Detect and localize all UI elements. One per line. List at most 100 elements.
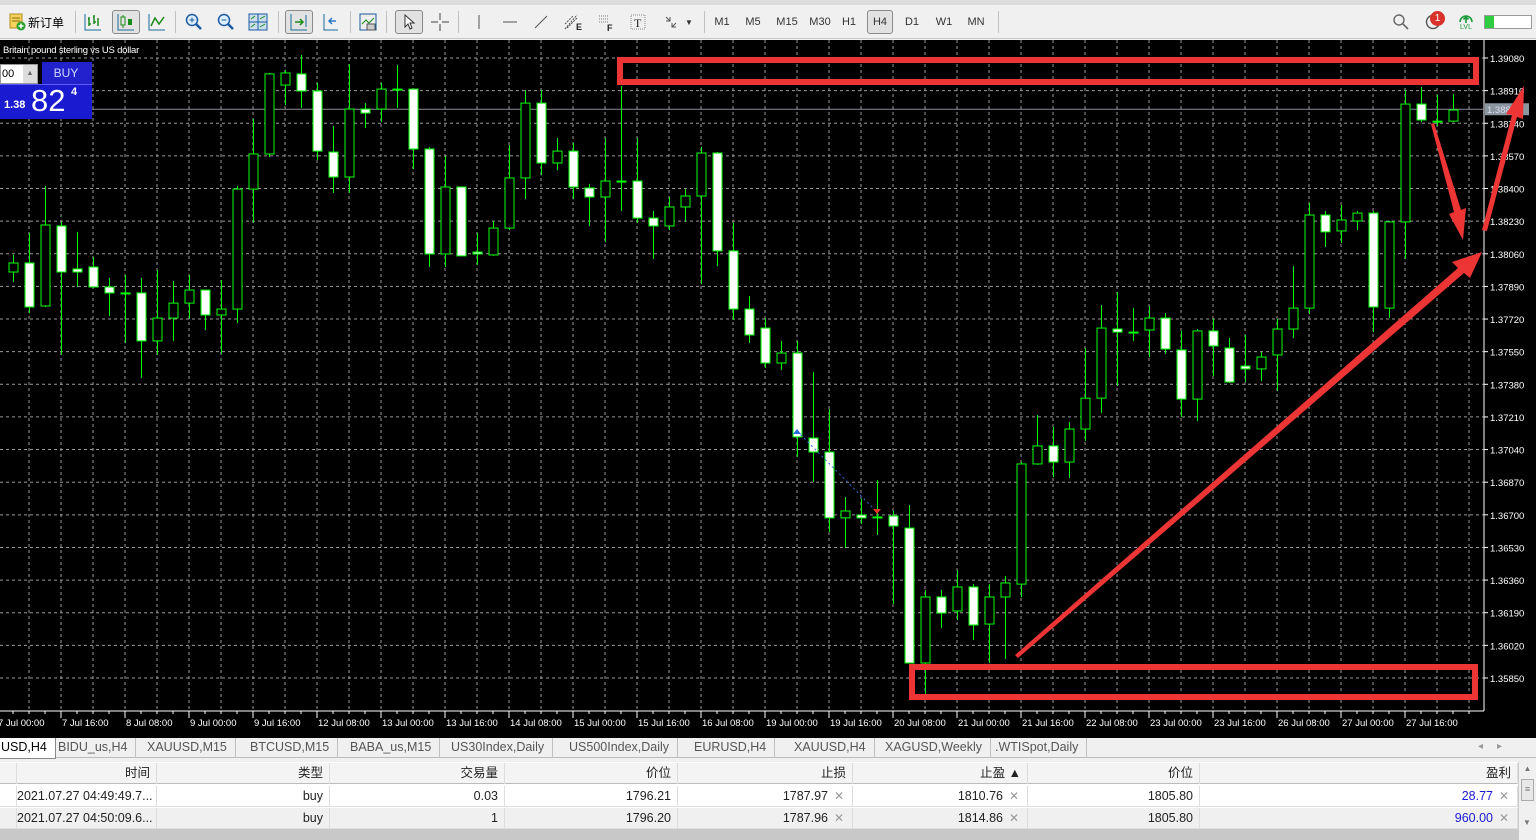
chart-tab[interactable]: BTCUSD,M15 xyxy=(242,738,339,758)
candle-bullish[interactable] xyxy=(776,352,787,364)
cursor-button[interactable] xyxy=(395,10,423,34)
candle-bullish[interactable] xyxy=(1016,463,1027,585)
candle-bearish[interactable] xyxy=(424,148,435,255)
timeframe-mn[interactable]: MN xyxy=(967,16,985,28)
candle-bullish[interactable] xyxy=(8,262,19,273)
timeframe-h1[interactable]: H1 xyxy=(841,16,857,28)
column-header[interactable]: 价位 xyxy=(505,763,678,784)
candle-bearish[interactable] xyxy=(808,437,819,453)
chevron-right-icon[interactable]: ▸ xyxy=(1496,741,1516,752)
candle-bearish[interactable] xyxy=(472,251,483,255)
timeframe-d1[interactable]: D1 xyxy=(904,16,920,28)
candle-bullish[interactable] xyxy=(1096,327,1107,399)
column-header[interactable]: 止盈 ▲ xyxy=(853,763,1028,784)
candle-bearish[interactable] xyxy=(968,586,979,626)
candle-bullish[interactable] xyxy=(696,152,707,197)
candle-bearish[interactable] xyxy=(744,308,755,336)
candle-bullish[interactable] xyxy=(1400,103,1411,223)
candlestick-chart[interactable]: 1.390801.389101.387401.385701.384001.382… xyxy=(0,40,1536,738)
remove-icon[interactable]: ✕ xyxy=(1498,789,1509,803)
remove-icon[interactable]: ✕ xyxy=(1008,811,1019,825)
candle-bullish[interactable] xyxy=(344,108,355,178)
arrows-dropdown-button[interactable]: ▼ xyxy=(657,10,697,34)
candle-bearish[interactable] xyxy=(936,596,947,614)
table-scrollbar[interactable]: ▲ ≡ ▼ xyxy=(1518,762,1536,840)
candle-bullish[interactable] xyxy=(552,150,563,164)
timeframe-m30[interactable]: M30 xyxy=(809,16,831,28)
candle-bullish[interactable] xyxy=(680,195,691,208)
price-chart[interactable]: 1.39080 1.38910 1.38740 1.38570 1.38400 1.382… xyxy=(0,40,1536,738)
candle-bearish[interactable] xyxy=(360,108,371,114)
candle-bullish[interactable] xyxy=(1256,356,1267,370)
candle-bullish[interactable] xyxy=(1448,109,1459,122)
timeframe-h4[interactable]: H4 xyxy=(867,10,893,34)
candle-bullish[interactable] xyxy=(1272,328,1283,356)
chart-tab[interactable]: BIDU_us,H4 xyxy=(50,738,137,758)
column-header[interactable]: 价位 xyxy=(1028,763,1200,784)
candle-bullish[interactable] xyxy=(872,516,883,519)
buy-price-button[interactable]: 1.38 82 4 xyxy=(0,83,92,119)
candle-bullish[interactable] xyxy=(152,317,163,342)
candle-bullish[interactable] xyxy=(120,292,131,295)
signal-level-button[interactable]: LVL xyxy=(1455,10,1477,34)
candle-bullish[interactable] xyxy=(184,289,195,304)
candle-bearish[interactable] xyxy=(792,352,803,438)
text-label-button[interactable]: T xyxy=(626,10,650,34)
remove-icon[interactable]: ✕ xyxy=(833,811,844,825)
candle-bullish[interactable] xyxy=(520,102,531,179)
timeframe-m5[interactable]: M5 xyxy=(745,16,761,28)
candle-bearish[interactable] xyxy=(760,327,771,364)
chart-tab[interactable]: BABA_us,M15 xyxy=(342,738,441,758)
search-button[interactable] xyxy=(1390,10,1412,34)
chart-tab[interactable]: XAGUSD,Weekly xyxy=(877,738,992,758)
candle-bullish[interactable] xyxy=(216,308,227,316)
chevron-left-icon[interactable]: ◂ xyxy=(1477,741,1497,752)
tab-scroll-arrows[interactable]: ◂▸ xyxy=(1478,738,1516,756)
candle-bullish[interactable] xyxy=(40,224,51,307)
table-row[interactable]: 2021.07.27 04:50:09.6... buy 1 1796.20 1787.… xyxy=(0,808,1518,829)
candle-bullish[interactable] xyxy=(952,586,963,612)
remove-icon[interactable]: ✕ xyxy=(1008,789,1019,803)
candle-bullish[interactable] xyxy=(392,88,403,91)
candle-bullish[interactable] xyxy=(1352,212,1363,222)
candle-bullish[interactable] xyxy=(1000,582,1011,598)
line-chart-button[interactable] xyxy=(145,10,169,34)
candle-bullish[interactable] xyxy=(280,72,291,86)
chart-tab[interactable]: US500Index,Daily xyxy=(561,738,679,758)
candle-bullish[interactable] xyxy=(840,510,851,519)
auto-scroll-button[interactable] xyxy=(285,10,313,34)
candle-bullish[interactable] xyxy=(1128,331,1139,334)
candle-bullish[interactable] xyxy=(600,180,611,198)
candle-bearish[interactable] xyxy=(1368,212,1379,308)
candle-bearish[interactable] xyxy=(1048,445,1059,463)
candle-bullish[interactable] xyxy=(616,180,627,183)
candle-bearish[interactable] xyxy=(856,514,867,519)
trendline-button[interactable] xyxy=(530,10,552,34)
candle-bearish[interactable] xyxy=(1176,349,1187,400)
candle-bullish[interactable] xyxy=(232,188,243,310)
candle-bullish[interactable] xyxy=(1064,428,1075,463)
candle-bearish[interactable] xyxy=(328,151,339,178)
close-arrow-icon[interactable] xyxy=(873,509,881,514)
candle-bearish[interactable] xyxy=(456,186,467,257)
candle-bearish[interactable] xyxy=(904,527,915,664)
chart-tab[interactable]: USD,H4 xyxy=(0,738,56,759)
candle-bearish[interactable] xyxy=(56,225,67,273)
chart-tab[interactable]: US30Index,Daily xyxy=(443,738,554,758)
candle-bearish[interactable] xyxy=(1320,214,1331,233)
column-header[interactable]: 交易量 xyxy=(330,763,505,784)
candle-bullish[interactable] xyxy=(440,186,451,255)
candle-bullish[interactable] xyxy=(920,596,931,664)
candle-bearish[interactable] xyxy=(536,102,547,164)
candle-bearish[interactable] xyxy=(1208,330,1219,347)
candle-bearish[interactable] xyxy=(296,73,307,92)
candle-bullish[interactable] xyxy=(1144,317,1155,331)
candle-bearish[interactable] xyxy=(200,289,211,316)
bar-chart-button[interactable] xyxy=(81,10,105,34)
timeframe-w1[interactable]: W1 xyxy=(935,16,953,28)
timeframe-m1[interactable]: M1 xyxy=(714,16,730,28)
tile-windows-button[interactable] xyxy=(246,10,270,34)
candle-bearish[interactable] xyxy=(632,180,643,219)
candle-bullish[interactable] xyxy=(1288,307,1299,330)
candle-bullish[interactable] xyxy=(504,177,515,229)
